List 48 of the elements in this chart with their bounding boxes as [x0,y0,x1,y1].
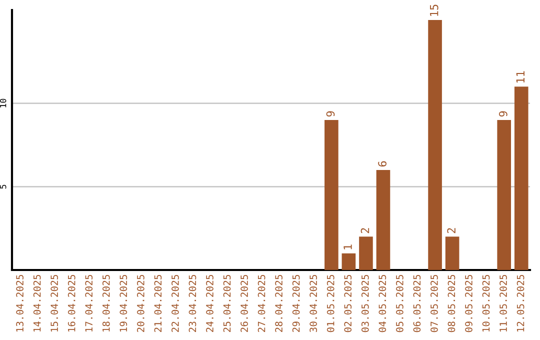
data-label: 9 [498,111,508,117]
data-label: 11 [516,71,524,83]
x-tick-label: 04.05.2025 [378,274,386,332]
x-tick-label: 30.04.2025 [310,274,318,332]
x-tick-label: 02.05.2025 [344,274,352,332]
bar [376,170,390,270]
x-tick-label: 16.04.2025 [68,274,76,332]
x-tick-label: 28.04.2025 [275,274,282,332]
x-tick-label: 14.04.2025 [33,274,41,332]
bar [342,253,356,270]
x-tick-label: 29.04.2025 [292,274,300,332]
x-tick-label: 03.05.2025 [361,274,369,332]
bar [514,86,528,270]
x-tick-label: 19.04.2025 [120,274,128,332]
data-label: 15 [430,4,438,16]
data-label: 9 [326,111,335,117]
data-label: 1 [344,244,352,250]
data-label: 2 [447,228,456,234]
x-tick-label: 18.04.2025 [102,274,110,332]
x-tick-label: 07.05.2025 [430,274,438,332]
x-tick-label: 27.04.2025 [258,274,266,332]
bar [445,236,460,270]
bar [428,20,442,270]
x-tick-label: 25.04.2025 [223,274,231,332]
x-tick-label: 26.04.2025 [240,274,248,332]
bar [359,236,373,270]
x-tick-label: 13.04.2025 [16,274,24,332]
x-tick-label: 22.04.2025 [172,274,179,332]
data-label: 2 [360,228,370,234]
x-tick-label: 10.05.2025 [482,274,490,332]
x-tick-label: 08.05.2025 [448,274,456,332]
x-tick-label: 23.04.2025 [188,274,196,332]
bar [324,120,338,270]
x-tick-label: 09.05.2025 [465,274,472,332]
x-tick-label: 05.05.2025 [396,274,404,332]
x-tick-label: 01.05.2025 [326,274,334,332]
data-label: 6 [378,161,386,166]
x-tick-label: 15.04.2025 [50,274,58,332]
x-tick-label: 20.04.2025 [136,274,144,332]
x-tick-label: 12.05.2025 [516,274,524,332]
x-tick-label: 24.04.2025 [206,274,214,332]
y-tick-label: 10 [0,98,6,108]
x-tick-label: 17.04.2025 [85,274,93,332]
x-tick-label: 06.05.2025 [413,274,421,332]
bar [497,120,512,270]
y-tick-label: 5 [0,184,6,189]
x-tick-label: 11.05.2025 [500,274,507,332]
x-tick-label: 21.04.2025 [154,274,162,332]
